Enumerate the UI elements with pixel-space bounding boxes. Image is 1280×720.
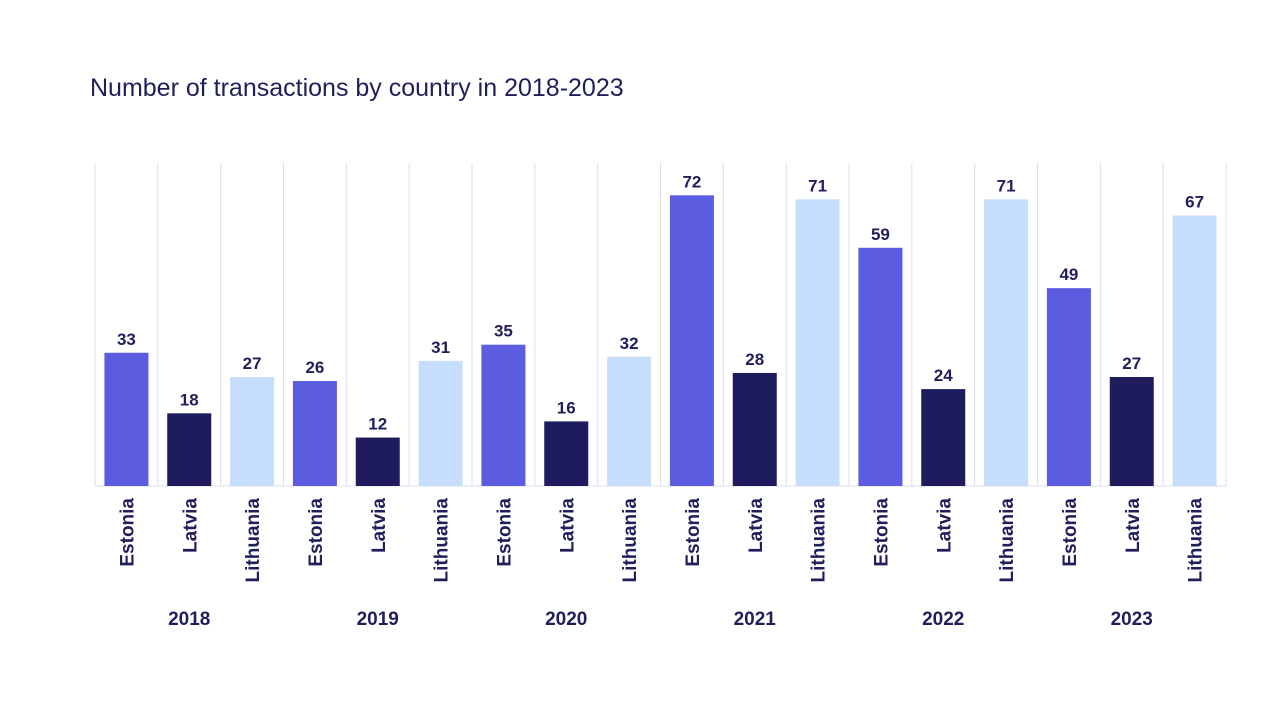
value-label: 72	[682, 172, 701, 191]
country-label: Estonia	[306, 498, 327, 567]
year-label: 2019	[357, 609, 399, 630]
year-label: 2020	[545, 609, 587, 630]
chart-title: Number of transactions by country in 201…	[90, 74, 624, 102]
value-label: 33	[117, 330, 136, 349]
country-label: Latvia	[557, 498, 578, 553]
bar	[292, 381, 337, 486]
country-label: Latvia	[746, 498, 767, 553]
country-label: Lithuania	[809, 498, 830, 583]
bar	[1046, 288, 1091, 486]
bar	[732, 372, 777, 486]
country-label: Estonia	[117, 498, 138, 567]
value-label: 31	[431, 338, 450, 357]
value-label: 28	[745, 350, 764, 369]
value-label: 16	[557, 398, 576, 417]
bar	[795, 199, 840, 486]
country-label: Lithuania	[243, 498, 264, 583]
bar	[1109, 376, 1154, 486]
value-label: 18	[180, 390, 199, 409]
bar	[481, 344, 526, 486]
value-label: 71	[808, 176, 827, 195]
year-label: 2018	[168, 609, 210, 630]
bar	[607, 356, 652, 486]
country-label: Latvia	[934, 498, 955, 553]
bar	[984, 199, 1029, 486]
value-label: 67	[1185, 192, 1204, 211]
bar	[230, 376, 275, 486]
bar	[858, 247, 903, 486]
bar	[544, 421, 589, 486]
value-label: 35	[494, 322, 513, 341]
country-label: Estonia	[494, 498, 515, 567]
country-label: Estonia	[871, 498, 892, 567]
value-label: 71	[997, 176, 1016, 195]
value-label: 49	[1059, 265, 1078, 284]
bar	[418, 360, 463, 486]
country-label: Estonia	[1060, 498, 1081, 567]
bar	[669, 195, 714, 487]
country-label: Latvia	[180, 498, 201, 553]
country-label: Latvia	[369, 498, 390, 553]
year-label: 2023	[1111, 609, 1153, 630]
country-label: Lithuania	[997, 498, 1018, 583]
country-label: Lithuania	[432, 498, 453, 583]
value-label: 12	[368, 415, 387, 434]
bar	[167, 413, 212, 486]
bar	[921, 389, 966, 486]
bar	[104, 352, 149, 486]
country-label: Latvia	[1123, 498, 1144, 553]
year-label: 2021	[734, 609, 777, 630]
value-label: 59	[871, 225, 890, 244]
country-label: Lithuania	[1186, 498, 1207, 583]
bar	[355, 437, 400, 486]
value-label: 27	[243, 354, 262, 373]
value-label: 24	[934, 366, 953, 385]
value-label: 27	[1122, 354, 1141, 373]
year-label: 2022	[922, 609, 964, 630]
country-label: Estonia	[683, 498, 704, 567]
value-label: 32	[620, 334, 639, 353]
country-label: Lithuania	[620, 498, 641, 583]
bar	[1172, 215, 1217, 487]
value-label: 26	[305, 358, 324, 377]
